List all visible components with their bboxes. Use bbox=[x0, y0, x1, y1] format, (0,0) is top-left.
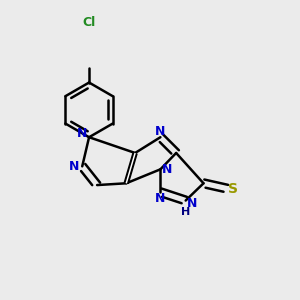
Text: N: N bbox=[187, 197, 197, 210]
Text: H: H bbox=[181, 207, 190, 218]
Text: Cl: Cl bbox=[82, 16, 96, 29]
Text: N: N bbox=[155, 125, 166, 138]
Text: N: N bbox=[69, 160, 79, 173]
Text: S: S bbox=[228, 182, 238, 196]
Text: N: N bbox=[162, 163, 172, 176]
Text: N: N bbox=[77, 127, 88, 140]
Text: N: N bbox=[155, 192, 166, 205]
